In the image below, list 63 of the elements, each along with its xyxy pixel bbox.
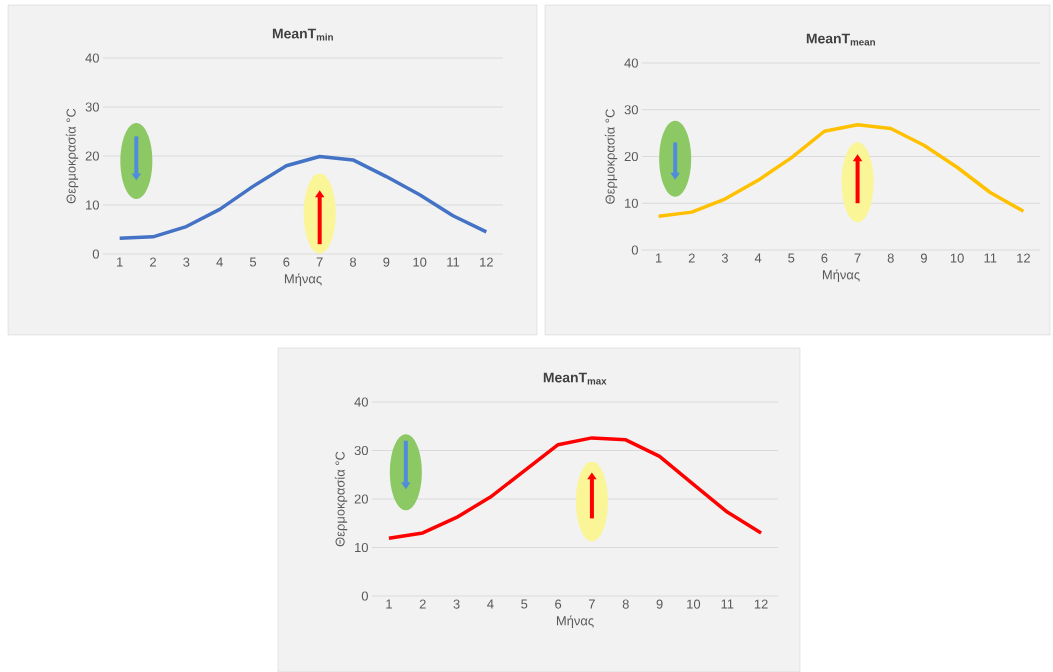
x-tick-label: 7	[588, 599, 595, 609]
x-tick-label: 6	[821, 253, 828, 263]
x-tick-label: 8	[622, 599, 629, 609]
x-axis-title: Μήνας	[556, 615, 594, 628]
y-tick-label: 30	[624, 105, 638, 115]
chart-title: MeanT$_{max}$	[543, 372, 607, 385]
chart-title: MeanT$_{min}$	[272, 28, 333, 41]
x-tick-label: 2	[150, 257, 156, 267]
x-axis-title: Μήνας	[822, 269, 860, 282]
x-tick-label: 8	[887, 253, 894, 263]
x-tick-label: 7	[854, 253, 861, 263]
x-tick-label: 3	[721, 253, 728, 263]
y-tick-label: 0	[92, 249, 99, 259]
x-tick-label: 7	[316, 257, 323, 267]
x-tick-label: 5	[521, 599, 528, 609]
x-tick-label: 1	[117, 257, 123, 267]
line-series	[387, 436, 763, 540]
x-tick-label: 11	[984, 253, 997, 263]
x-tick-label: 9	[656, 599, 663, 609]
y-tick-label: 40	[354, 397, 368, 407]
y-tick-label: 0	[631, 245, 638, 255]
x-tick-label: 9	[920, 253, 927, 263]
y-tick-label: 10	[355, 542, 368, 552]
y-tick-label: 30	[85, 102, 99, 112]
y-tick-label: 20	[624, 151, 638, 161]
y-tick-label: 0	[361, 591, 368, 601]
x-tick-label: 5	[788, 253, 795, 263]
line-series	[117, 154, 489, 240]
chart-title: MeanT$_{mean}$	[806, 33, 875, 46]
x-tick-label: 12	[754, 599, 768, 609]
x-tick-label: 11	[447, 257, 460, 267]
x-tick-label: 6	[555, 599, 562, 609]
y-tick-label: 10	[86, 200, 99, 210]
x-tick-label: 10	[413, 257, 427, 267]
x-tick-label: 1	[655, 253, 662, 263]
y-tick-label: 10	[625, 198, 638, 208]
x-tick-label: 3	[453, 599, 460, 609]
x-tick-label: 11	[721, 599, 734, 609]
x-tick-label: 12	[480, 257, 493, 267]
x-tick-label: 4	[754, 253, 762, 263]
x-tick-label: 4	[487, 599, 494, 609]
x-tick-label: 5	[249, 257, 257, 267]
y-axis-title: Θερμοκρασία °C	[334, 451, 348, 547]
y-axis-title: Θερμοκρασία °C	[604, 109, 618, 204]
y-tick-label: 30	[354, 445, 368, 455]
x-tick-label: 1	[386, 599, 392, 609]
x-tick-label: 3	[183, 257, 190, 267]
y-tick-label: 40	[85, 53, 99, 63]
x-tick-label: 6	[283, 257, 290, 267]
x-tick-label: 2	[688, 253, 695, 263]
x-tick-label: 9	[383, 257, 390, 267]
x-tick-label: 8	[349, 257, 357, 267]
y-tick-label: 20	[85, 151, 99, 161]
x-axis-title: Μήνας	[284, 273, 322, 286]
x-tick-label: 2	[419, 599, 426, 609]
x-tick-label: 12	[1017, 253, 1030, 263]
x-tick-label: 4	[216, 257, 223, 267]
x-tick-label: 10	[950, 253, 964, 263]
y-tick-label: 40	[624, 58, 638, 68]
y-axis-title: Θερμοκρασία °C	[65, 108, 79, 204]
y-tick-label: 20	[354, 494, 368, 504]
x-tick-label: 10	[687, 599, 701, 609]
line-series	[656, 122, 1026, 218]
